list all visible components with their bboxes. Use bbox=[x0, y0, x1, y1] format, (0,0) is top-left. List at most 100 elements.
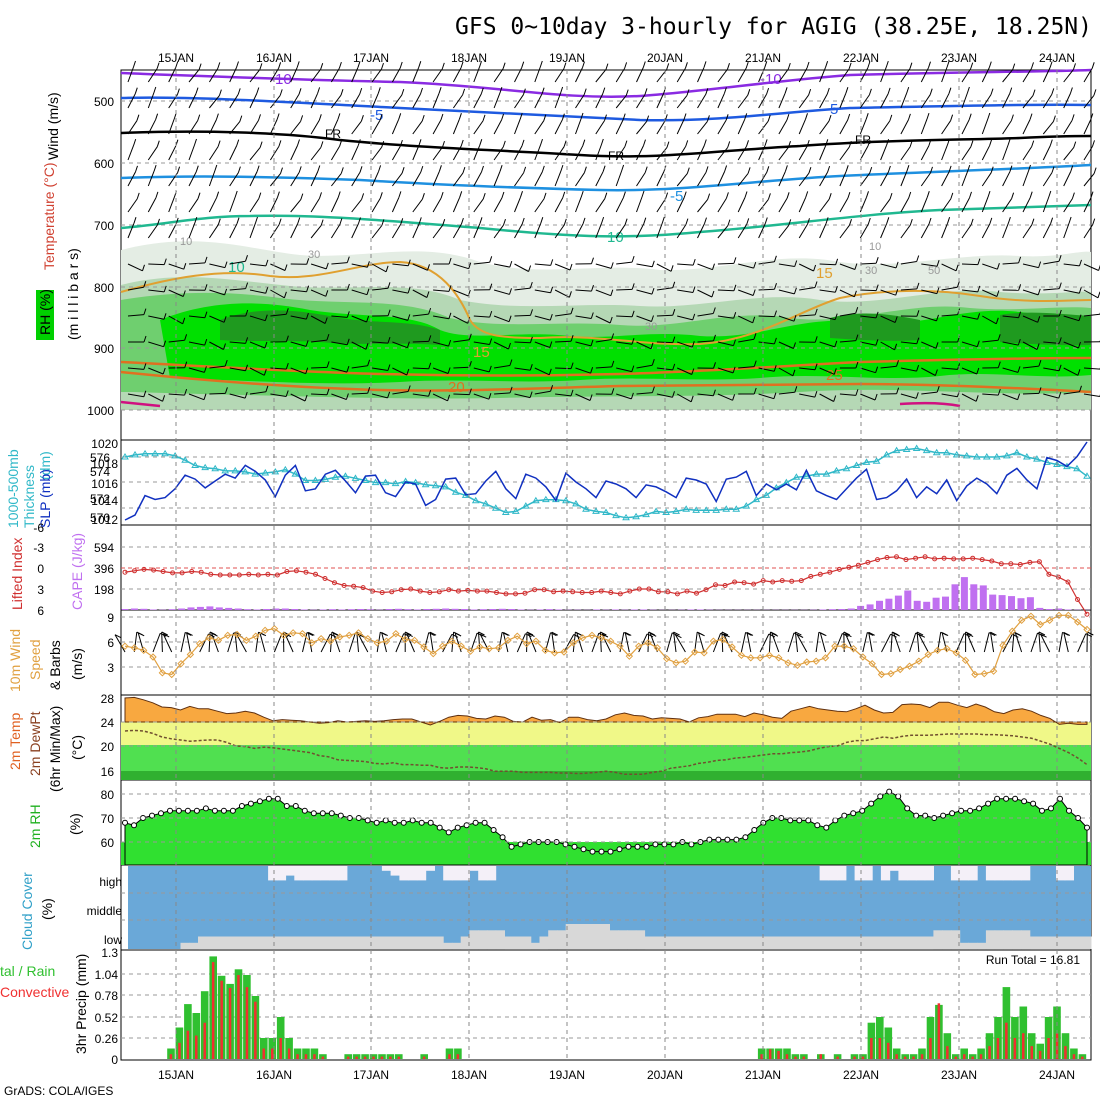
upper-wind-barb bbox=[249, 263, 266, 267]
wind-barb-flag bbox=[308, 631, 315, 636]
wind-speed-marker bbox=[971, 670, 979, 679]
upper-wind-barb bbox=[412, 367, 429, 370]
lifted-index-marker bbox=[979, 557, 985, 563]
upper-wind-barb bbox=[1063, 315, 1080, 322]
thickness-marker bbox=[311, 476, 320, 483]
upper-wind-barb bbox=[188, 93, 197, 109]
upper-wind-barb bbox=[473, 367, 490, 373]
wind-barb bbox=[357, 634, 369, 653]
lifted-index-marker bbox=[246, 571, 252, 577]
ws-tick-3: 3 bbox=[107, 661, 114, 675]
cloud-low-cell bbox=[443, 942, 453, 950]
cloud-low-cell bbox=[985, 930, 996, 950]
upper-wind-barb-flag bbox=[786, 192, 790, 199]
upper-wind-barb-flag bbox=[753, 333, 757, 340]
upper-wind-barb-flag bbox=[1090, 191, 1094, 198]
cape-bar bbox=[1064, 609, 1072, 610]
upper-wind-barb-flag bbox=[997, 388, 1001, 396]
upper-wind-barb bbox=[514, 197, 521, 213]
lifted-index-marker bbox=[617, 591, 623, 597]
upper-wind-barb bbox=[636, 341, 652, 350]
wind-barb bbox=[955, 633, 965, 653]
wind-barb bbox=[406, 633, 415, 653]
rh2m-marker bbox=[670, 841, 677, 848]
upper-wind-barb-flag bbox=[767, 115, 771, 122]
rh2m-marker bbox=[787, 817, 794, 824]
tmax-area bbox=[124, 696, 1088, 726]
upper-wind-barb bbox=[554, 224, 565, 239]
date-bottom-1: 16JAN bbox=[256, 1068, 292, 1082]
precip-conv-bar bbox=[785, 1054, 789, 1059]
thickness-marker bbox=[892, 446, 901, 454]
upper-wind-barb bbox=[758, 199, 769, 213]
upper-wind-barb bbox=[1002, 144, 1009, 161]
upper-wind-barb bbox=[859, 94, 870, 109]
cloud-low-cell bbox=[1012, 930, 1022, 950]
upper-wind-barb-flag bbox=[509, 386, 513, 394]
cloud-low-cell bbox=[495, 930, 505, 950]
wind-speed-marker bbox=[392, 629, 400, 638]
wind-barb-flag bbox=[161, 631, 168, 636]
wind-speed-marker bbox=[933, 646, 942, 655]
cloud-high-cell bbox=[994, 866, 1004, 881]
upper-wind-barb bbox=[1042, 94, 1053, 109]
upper-wind-barb bbox=[961, 263, 978, 266]
wind-speed-marker bbox=[289, 629, 297, 637]
cape-bar bbox=[272, 608, 280, 610]
precip-conv-bar bbox=[203, 1022, 206, 1059]
upper-wind-barb bbox=[860, 341, 877, 346]
upper-wind-barb bbox=[1043, 393, 1059, 399]
upper-wind-barb-flag bbox=[1017, 366, 1021, 373]
cloud-low-cell bbox=[1047, 936, 1057, 949]
upper-wind-barb bbox=[758, 288, 775, 291]
thickness-marker bbox=[401, 477, 410, 485]
thickness-marker bbox=[151, 449, 159, 457]
lifted-index-marker bbox=[560, 588, 566, 594]
upper-wind-barb-flag bbox=[867, 217, 871, 225]
upper-wind-barb bbox=[758, 393, 775, 400]
upper-wind-barb bbox=[412, 198, 423, 213]
upper-wind-barb bbox=[1002, 315, 1019, 319]
upper-wind-barb-flag bbox=[236, 61, 239, 68]
wind-barb bbox=[796, 634, 808, 653]
temp-contour-fr bbox=[120, 130, 1092, 158]
upper-wind-barb-flag bbox=[1032, 89, 1036, 96]
upper-wind-barb bbox=[147, 68, 158, 83]
upper-wind-barb-flag bbox=[591, 284, 594, 292]
upper-wind-barb-flag bbox=[643, 139, 646, 146]
thickness-marker bbox=[291, 470, 300, 477]
upper-wind-barb bbox=[209, 365, 226, 369]
thickness-marker bbox=[211, 464, 220, 472]
upper-wind-barb-flag bbox=[793, 315, 797, 322]
upper-wind-barb-flag bbox=[906, 86, 910, 94]
lifted-index-marker bbox=[293, 568, 299, 574]
upper-wind-barb bbox=[636, 121, 647, 135]
upper-wind-barb bbox=[1083, 173, 1095, 187]
cape-bar bbox=[300, 609, 308, 610]
cloud-low-cell bbox=[276, 936, 287, 949]
upper-wind-barb bbox=[839, 393, 856, 396]
lifted-index-marker bbox=[846, 564, 852, 570]
wind-barb-flag bbox=[528, 633, 535, 637]
upper-wind-barb bbox=[676, 173, 688, 187]
upper-wind-barb-flag bbox=[338, 61, 342, 69]
thickness-marker bbox=[602, 508, 610, 515]
upper-wind-barb bbox=[839, 340, 856, 343]
upper-wind-barb bbox=[880, 66, 887, 83]
temp-dark-band bbox=[121, 771, 1091, 780]
rh2m-marker bbox=[472, 819, 479, 826]
pr-tick-0.78: 0.78 bbox=[95, 989, 119, 1003]
cloud-low-cell bbox=[898, 936, 908, 949]
ylabel-cape: CAPE (J/kg) bbox=[69, 533, 85, 610]
upper-wind-barb bbox=[656, 393, 673, 398]
cloud-low-cell bbox=[311, 936, 322, 949]
upper-wind-barb bbox=[1042, 121, 1054, 135]
cloud-low-cell bbox=[1029, 936, 1039, 949]
upper-wind-barb-flag bbox=[540, 138, 543, 146]
upper-wind-barb-flag bbox=[305, 367, 309, 374]
run-total-label: Run Total = 16.81 bbox=[986, 953, 1081, 967]
cloud-low-cell bbox=[618, 930, 628, 950]
wind-barb bbox=[918, 634, 929, 653]
rh2m-marker bbox=[823, 824, 830, 831]
upper-wind-barb-flag bbox=[427, 264, 430, 271]
